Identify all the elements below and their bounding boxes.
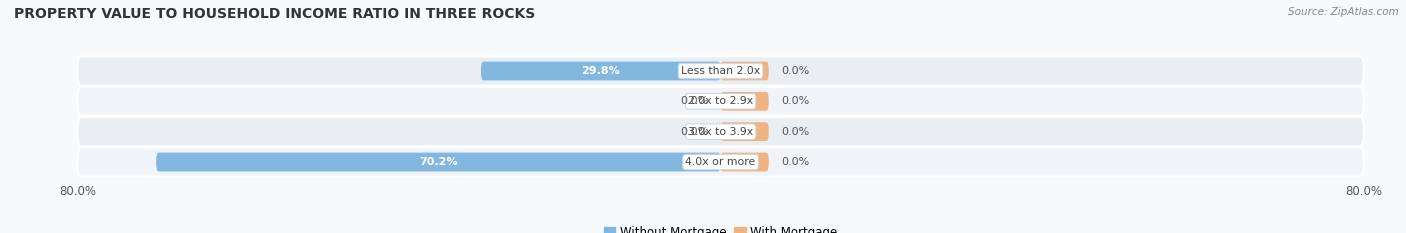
FancyBboxPatch shape — [721, 122, 769, 141]
Text: 0.0%: 0.0% — [681, 96, 709, 106]
FancyBboxPatch shape — [721, 92, 769, 111]
Text: 0.0%: 0.0% — [780, 157, 808, 167]
Text: 3.0x to 3.9x: 3.0x to 3.9x — [688, 127, 754, 137]
Text: 4.0x or more: 4.0x or more — [686, 157, 755, 167]
Text: 0.0%: 0.0% — [681, 127, 709, 137]
FancyBboxPatch shape — [721, 62, 769, 80]
FancyBboxPatch shape — [77, 87, 1364, 116]
Text: Source: ZipAtlas.com: Source: ZipAtlas.com — [1288, 7, 1399, 17]
Legend: Without Mortgage, With Mortgage: Without Mortgage, With Mortgage — [599, 221, 842, 233]
FancyBboxPatch shape — [156, 153, 721, 171]
Text: 0.0%: 0.0% — [780, 127, 808, 137]
FancyBboxPatch shape — [721, 153, 769, 171]
Text: 70.2%: 70.2% — [419, 157, 457, 167]
FancyBboxPatch shape — [481, 62, 721, 80]
FancyBboxPatch shape — [77, 147, 1364, 177]
Text: Less than 2.0x: Less than 2.0x — [681, 66, 761, 76]
Text: 0.0%: 0.0% — [780, 96, 808, 106]
Text: 29.8%: 29.8% — [582, 66, 620, 76]
Text: 2.0x to 2.9x: 2.0x to 2.9x — [688, 96, 754, 106]
Text: 0.0%: 0.0% — [780, 66, 808, 76]
FancyBboxPatch shape — [77, 117, 1364, 146]
Text: PROPERTY VALUE TO HOUSEHOLD INCOME RATIO IN THREE ROCKS: PROPERTY VALUE TO HOUSEHOLD INCOME RATIO… — [14, 7, 536, 21]
FancyBboxPatch shape — [77, 56, 1364, 86]
